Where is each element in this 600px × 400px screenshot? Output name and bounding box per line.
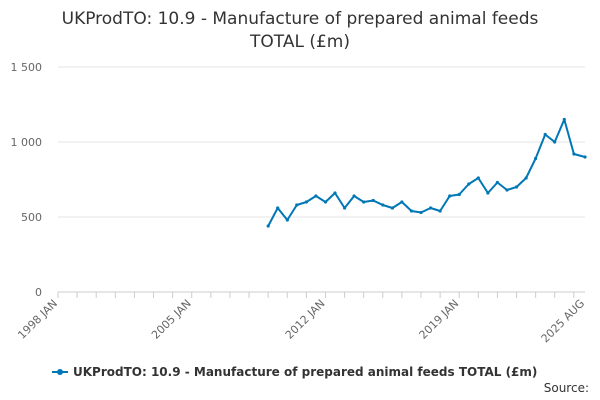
chart-title: UKProdTO: 10.9 - Manufacture of prepared… [0,8,600,54]
data-point[interactable] [390,206,394,210]
data-point[interactable] [276,206,280,210]
y-tick-label: 0 [35,286,42,299]
data-point[interactable] [295,203,299,207]
series-line [266,117,587,228]
x-tick-label: 2019 JAN [417,297,462,342]
data-point[interactable] [343,206,347,210]
data-point[interactable] [448,194,452,198]
data-point[interactable] [553,140,557,144]
data-point[interactable] [333,191,337,195]
data-point[interactable] [285,218,289,222]
y-tick-label: 1 000 [11,136,43,149]
data-point[interactable] [457,192,461,197]
data-point[interactable] [476,176,480,180]
x-tick-label: 2012 JAN [283,297,328,342]
y-gridlines [58,66,585,293]
data-point[interactable] [583,155,587,159]
chart-title-line-1: UKProdTO: 10.9 - Manufacture of prepared… [61,9,539,29]
data-point[interactable] [514,185,519,189]
data-point[interactable] [304,200,308,204]
data-point[interactable] [572,152,576,156]
data-point[interactable] [524,176,528,180]
legend-line-marker-icon [52,367,68,377]
data-point[interactable] [409,209,414,213]
chart-legend[interactable]: UKProdTO: 10.9 - Manufacture of prepared… [52,365,537,379]
data-point[interactable] [314,194,318,198]
y-tick-label: 1 500 [11,61,43,74]
x-axis [57,292,575,298]
data-point[interactable] [562,117,566,122]
data-point[interactable] [429,206,433,210]
data-point[interactable] [371,198,375,203]
data-point[interactable] [400,200,404,204]
data-point[interactable] [362,200,366,204]
series-line-path[interactable] [267,118,586,227]
data-point[interactable] [438,209,442,213]
source-label: Source: [543,381,589,395]
y-tick-label: 500 [21,211,42,224]
y-tick-labels: 0 500 1 000 1 500 [11,61,43,299]
x-tick-label: 1998 JAN [15,297,60,342]
data-point[interactable] [266,224,270,228]
x-tick-label: 2025 AUG [539,297,588,346]
chart-title-line-2: TOTAL (£m) [250,32,350,52]
data-point[interactable] [467,182,471,186]
legend-label: UKProdTO: 10.9 - Manufacture of prepared… [73,365,538,379]
x-tick-labels: 1998 JAN 2005 JAN 2012 JAN 2019 JAN 2025 AUG [15,297,587,346]
data-point[interactable] [534,156,538,161]
data-point[interactable] [352,194,356,198]
data-point[interactable] [323,200,328,204]
x-tick-label: 2005 JAN [149,297,194,342]
data-point[interactable] [381,203,385,207]
data-point[interactable] [543,132,547,137]
data-point[interactable] [495,180,499,185]
data-point[interactable] [505,188,509,192]
data-point[interactable] [486,191,490,195]
data-point[interactable] [419,210,423,215]
